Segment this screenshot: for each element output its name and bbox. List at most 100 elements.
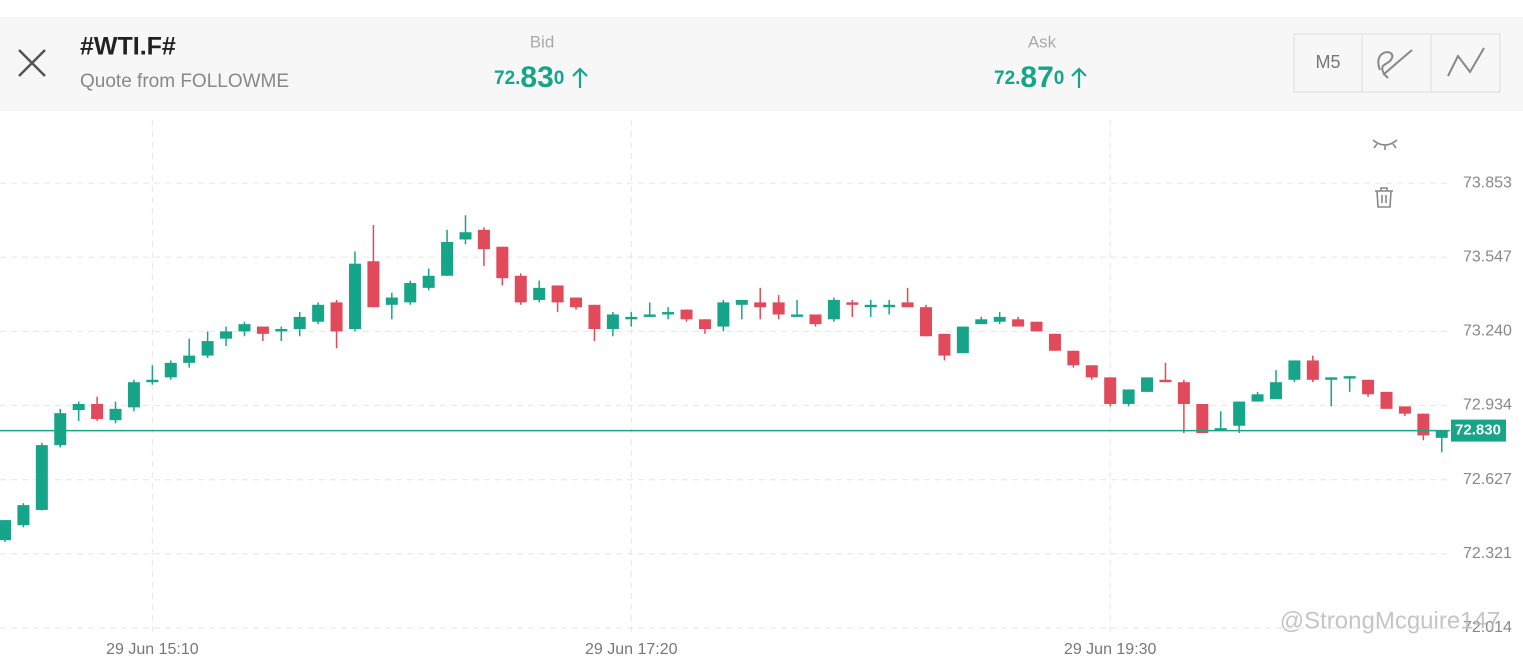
candle-body	[1196, 403, 1209, 434]
candle-body	[791, 314, 804, 317]
candle-body	[1012, 319, 1025, 327]
candle-body	[201, 341, 214, 356]
candle-body	[551, 285, 564, 303]
candle-body	[1030, 321, 1043, 332]
candle-body	[1177, 382, 1190, 404]
x-tick-label: 29 Jun 19:30	[1064, 641, 1157, 658]
candle-body	[662, 312, 675, 315]
candle-body	[754, 302, 767, 308]
candle-body	[256, 326, 269, 334]
candle-body	[643, 314, 656, 317]
candle-body	[496, 246, 509, 279]
ask-part: 0	[1054, 68, 1065, 89]
candle-body	[1141, 377, 1154, 392]
hide-icon[interactable]	[1372, 139, 1398, 150]
header-bg	[0, 17, 1523, 111]
bid-price: 72.830	[494, 61, 564, 94]
candle-body	[17, 505, 30, 526]
candle-body	[164, 362, 177, 378]
candle-body	[422, 275, 435, 288]
candle-body	[1159, 379, 1172, 383]
candle-body	[146, 379, 159, 383]
candle-body	[975, 319, 988, 325]
last-price-tag	[1451, 419, 1506, 442]
candle-body	[827, 299, 840, 320]
bid-label: Bid	[530, 32, 555, 51]
x-tick-label: 29 Jun 17:20	[585, 641, 678, 658]
candle-body	[275, 328, 288, 332]
x-tick-label: 29 Jun 15:10	[106, 641, 199, 658]
candle-body	[864, 304, 877, 308]
candle-body	[35, 445, 48, 510]
indicator-button[interactable]	[1447, 47, 1485, 77]
candle-body	[680, 309, 693, 320]
candle-body	[348, 263, 361, 329]
candle-body	[1122, 389, 1135, 404]
symbol-title: #WTI.F#	[80, 33, 176, 61]
candle-body	[956, 326, 969, 354]
candle-body	[1288, 360, 1301, 380]
candle-body	[0, 520, 11, 541]
candle-body	[606, 314, 619, 329]
candle-body	[625, 316, 638, 320]
candle-body	[993, 316, 1006, 322]
delete-icon[interactable]	[1375, 187, 1393, 208]
candle-body	[1085, 365, 1098, 378]
timeframe-button[interactable]: M5	[1315, 52, 1340, 72]
candle-body	[1306, 360, 1319, 380]
candle-body	[1343, 376, 1356, 379]
candle-body	[717, 302, 730, 327]
candle-body	[901, 302, 914, 308]
y-tick-label: 73.240	[1463, 323, 1512, 340]
candle-body	[220, 331, 233, 339]
candle-body	[1269, 382, 1282, 400]
candle-body	[514, 275, 527, 303]
candle-body	[570, 297, 583, 308]
candle-body	[1417, 413, 1430, 436]
bid-arrow	[572, 67, 588, 88]
candle-body	[1398, 406, 1411, 414]
candle-body	[109, 408, 122, 421]
candle-body	[772, 302, 785, 315]
candle-body	[91, 403, 104, 419]
watermark: @StrongMcguire147	[1280, 607, 1500, 634]
candle-body	[1048, 333, 1061, 351]
candle-body	[1104, 377, 1117, 404]
y-tick-label: 72.627	[1463, 471, 1512, 488]
subtitle: Quote from FOLLOWME	[80, 71, 289, 92]
draw-tool-button[interactable]	[1377, 49, 1413, 79]
toolbar: M5	[1293, 33, 1501, 93]
y-tick-label: 73.547	[1463, 248, 1512, 265]
ask-price: 72.870	[994, 61, 1064, 94]
candle-body	[1362, 379, 1375, 395]
candle-body	[385, 297, 398, 305]
candle-body	[238, 324, 251, 332]
chart: 73.853 73.547 73.240 72.934 72.627 72.321 72.0…	[0, 120, 1512, 658]
candle-body	[1380, 391, 1393, 409]
candle-body	[367, 261, 380, 308]
close-button[interactable]	[18, 49, 46, 77]
ask-arrow	[1071, 67, 1087, 88]
candle-body	[588, 304, 601, 329]
candle-body	[533, 287, 546, 300]
candle-body	[183, 355, 196, 363]
candle-body	[938, 333, 951, 356]
candle-body	[477, 229, 490, 250]
ask-part: 87	[1020, 61, 1053, 94]
candle-body	[1214, 428, 1227, 431]
candle-body	[883, 304, 896, 308]
candle-body	[127, 382, 140, 408]
candle-body	[330, 302, 343, 332]
y-tick-label: 72.014	[1463, 619, 1512, 636]
candle-body	[698, 319, 711, 329]
candle-body	[846, 302, 859, 305]
candle-body	[1325, 377, 1338, 380]
candle-body	[1067, 350, 1080, 366]
candle-body	[312, 304, 325, 322]
candle-body	[459, 232, 472, 240]
bid-part: 72.	[494, 68, 520, 89]
ask-part: 72.	[994, 68, 1020, 89]
candle-body	[72, 403, 85, 411]
